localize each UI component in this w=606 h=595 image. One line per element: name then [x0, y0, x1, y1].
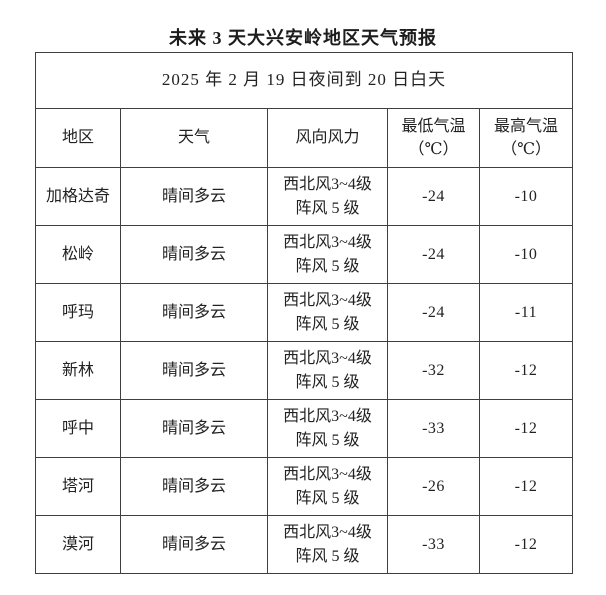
weather-cell: 晴间多云: [120, 283, 268, 342]
page-title: 未来 3 天大兴安岭地区天气预报: [169, 28, 437, 48]
wind-cell: 西北风3~4级 阵风 5 级: [267, 167, 388, 226]
region-cell: 加格达奇: [35, 167, 121, 226]
wind-line2: 阵风 5 级: [295, 431, 360, 449]
wind-cell: 西北风3~4级 阵风 5 级: [267, 225, 388, 284]
weather-cell: 晴间多云: [120, 167, 268, 226]
wind-line1: 西北风3~4级: [283, 524, 372, 542]
min-temp-cell: -33: [387, 399, 480, 458]
table-row-jiagedaqi: 加格达奇 晴间多云 西北风3~4级 阵风 5 级 -24 -10: [35, 167, 574, 226]
max-temp-header-line2: （℃）: [501, 141, 551, 158]
region-cell: 松岭: [35, 225, 121, 284]
max-temp-cell: -10: [478, 225, 574, 284]
column-header-row: 地区 天气 风向风力 最低气温 （℃） 最高气温 （℃）: [35, 108, 574, 168]
max-temp-cell: -11: [478, 283, 574, 342]
wind-line1: 西北风3~4级: [283, 292, 372, 310]
min-temp-cell: -32: [387, 341, 480, 400]
wind-line2: 阵风 5 级: [295, 547, 360, 565]
weather-cell: 晴间多云: [120, 341, 268, 400]
region-cell: 漠河: [35, 515, 121, 574]
wind-line2: 阵风 5 级: [295, 199, 360, 217]
wind-line1: 西北风3~4级: [283, 350, 372, 368]
column-header-max-temp: 最高气温 （℃）: [478, 108, 574, 168]
wind-cell: 西北风3~4级 阵风 5 级: [267, 515, 388, 574]
wind-cell: 西北风3~4级 阵风 5 级: [267, 341, 388, 400]
weather-cell: 晴间多云: [120, 225, 268, 284]
wind-line2: 阵风 5 级: [295, 489, 360, 507]
region-cell: 塔河: [35, 457, 121, 516]
table-row-tahe: 塔河 晴间多云 西北风3~4级 阵风 5 级 -26 -12: [35, 457, 574, 516]
column-header-weather: 天气: [120, 108, 268, 168]
weather-cell: 晴间多云: [120, 515, 268, 574]
wind-line1: 西北风3~4级: [283, 466, 372, 484]
column-header-region: 地区: [35, 108, 121, 168]
weather-cell: 晴间多云: [120, 399, 268, 458]
max-temp-cell: -12: [478, 341, 574, 400]
wind-cell: 西北风3~4级 阵风 5 级: [267, 457, 388, 516]
date-header-row: 2025 年 2 月 19 日夜间到 20 日白天: [34, 52, 574, 109]
region-cell: 呼玛: [35, 283, 121, 342]
table-row-mohe: 漠河 晴间多云 西北风3~4级 阵风 5 级 -33 -12: [35, 515, 574, 574]
wind-line2: 阵风 5 级: [295, 257, 360, 275]
max-temp-header-line1: 最高气温: [494, 117, 559, 135]
wind-line1: 西北风3~4级: [283, 234, 372, 252]
wind-line2: 阵风 5 级: [295, 373, 360, 391]
max-temp-cell: -10: [478, 167, 574, 226]
date-header-cell: 2025 年 2 月 19 日夜间到 20 日白天: [34, 52, 574, 109]
min-temp-cell: -24: [387, 283, 480, 342]
max-temp-cell: -12: [478, 399, 574, 458]
wind-cell: 西北风3~4级 阵风 5 级: [267, 283, 388, 342]
table-row-xinlin: 新林 晴间多云 西北风3~4级 阵风 5 级 -32 -12: [35, 341, 574, 400]
wind-line2: 阵风 5 级: [295, 315, 360, 333]
max-temp-cell: -12: [478, 515, 574, 574]
table-row-huma: 呼玛 晴间多云 西北风3~4级 阵风 5 级 -24 -11: [35, 283, 574, 342]
wind-cell: 西北风3~4级 阵风 5 级: [267, 399, 388, 458]
table-row-huzhong: 呼中 晴间多云 西北风3~4级 阵风 5 级 -33 -12: [35, 399, 574, 458]
weather-cell: 晴间多云: [120, 457, 268, 516]
column-header-wind: 风向风力: [267, 108, 388, 168]
min-temp-cell: -24: [387, 167, 480, 226]
min-temp-header-line2: （℃）: [408, 141, 459, 158]
min-temp-cell: -26: [387, 457, 480, 516]
min-temp-cell: -33: [387, 515, 480, 574]
table-row-songling: 松岭 晴间多云 西北风3~4级 阵风 5 级 -24 -10: [35, 225, 574, 284]
max-temp-cell: -12: [478, 457, 574, 516]
region-cell: 新林: [35, 341, 121, 400]
column-header-min-temp: 最低气温 （℃）: [387, 108, 480, 168]
min-temp-header-line1: 最低气温: [401, 117, 466, 135]
wind-line1: 西北风3~4级: [283, 176, 372, 194]
forecast-table: 2025 年 2 月 19 日夜间到 20 日白天 地区 天气 风向风力 最低气…: [34, 52, 574, 574]
region-cell: 呼中: [35, 399, 121, 458]
wind-line1: 西北风3~4级: [283, 408, 372, 426]
min-temp-cell: -24: [387, 225, 480, 284]
